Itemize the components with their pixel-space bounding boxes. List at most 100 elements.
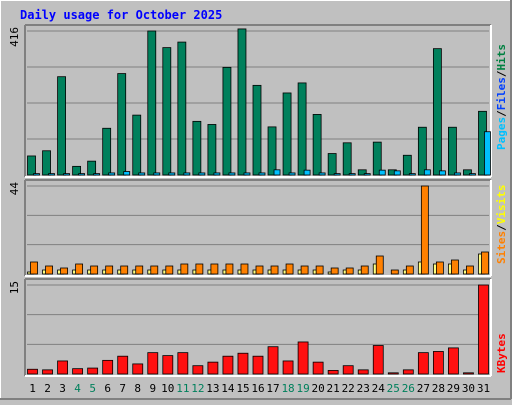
bar-sites-day-3 bbox=[60, 267, 68, 275]
bar-pages-day-17 bbox=[273, 169, 281, 176]
bar-hits-day-21 bbox=[327, 153, 337, 176]
x-tick-label: 29 bbox=[447, 382, 460, 395]
bar-kbytes-day-1 bbox=[27, 368, 38, 375]
bar-sites-day-12 bbox=[195, 263, 204, 275]
bar-hits-day-30 bbox=[463, 169, 472, 176]
bar-sites-day-1 bbox=[30, 261, 38, 275]
legend: Pages/Files/Hits bbox=[495, 44, 508, 150]
x-tick-label: 5 bbox=[89, 382, 96, 395]
bar-kbytes-day-24 bbox=[372, 345, 384, 375]
bar-pages-day-31 bbox=[484, 131, 491, 176]
x-tick-label: 6 bbox=[104, 382, 111, 395]
bar-hits-day-5 bbox=[87, 160, 97, 176]
plot-area bbox=[25, 180, 491, 276]
bar-sites-day-25 bbox=[390, 269, 399, 275]
bar-pages-day-25 bbox=[393, 170, 401, 176]
bar-hits-day-16 bbox=[252, 84, 262, 176]
bar-kbytes-day-16 bbox=[252, 355, 264, 375]
bar-sites-day-31 bbox=[481, 251, 489, 275]
bar-pages-day-3 bbox=[63, 173, 70, 176]
bar-kbytes-day-21 bbox=[327, 370, 339, 375]
bar-pages-day-24 bbox=[378, 169, 386, 176]
bar-hits-day-29 bbox=[448, 126, 457, 176]
legend-separator: / bbox=[495, 70, 508, 77]
bar-kbytes-day-6 bbox=[102, 359, 114, 375]
bar-pages-day-1 bbox=[33, 173, 40, 176]
legend-entry: Pages bbox=[495, 117, 508, 150]
bar-sites-day-9 bbox=[150, 265, 159, 275]
bar-sites-day-17 bbox=[270, 265, 279, 275]
x-tick-label: 15 bbox=[236, 382, 249, 395]
bar-pages-day-12 bbox=[198, 172, 206, 176]
bar-hits-day-27 bbox=[417, 126, 427, 176]
bar-kbytes-day-12 bbox=[192, 365, 204, 375]
bar-pages-day-7 bbox=[123, 171, 131, 176]
bar-kbytes-day-30 bbox=[463, 372, 474, 375]
bar-kbytes-day-2 bbox=[42, 369, 53, 375]
bar-kbytes-day-31 bbox=[478, 284, 489, 375]
bar-kbytes-day-26 bbox=[402, 369, 414, 375]
bar-sites-day-15 bbox=[240, 263, 249, 275]
x-tick-label: 27 bbox=[417, 382, 430, 395]
bar-hits-day-26 bbox=[402, 154, 412, 176]
bar-kbytes-day-11 bbox=[177, 352, 189, 375]
bar-kbytes-day-14 bbox=[222, 355, 234, 375]
bar-pages-day-21 bbox=[333, 173, 341, 176]
legend: KBytes bbox=[495, 333, 508, 373]
x-tick-label: 11 bbox=[176, 382, 189, 395]
panel-visits_sites: 44 Sites/Visits bbox=[8, 179, 508, 277]
y-max-label: 15 bbox=[8, 281, 21, 294]
bar-hits-day-13 bbox=[207, 124, 217, 176]
bar-pages-day-18 bbox=[288, 172, 296, 176]
bar-kbytes-day-10 bbox=[162, 355, 174, 375]
bar-hits-day-6 bbox=[102, 127, 112, 176]
bar-pages-day-14 bbox=[228, 172, 236, 176]
bar-sites-day-10 bbox=[165, 265, 174, 275]
bar-sites-day-13 bbox=[210, 263, 219, 275]
bar-hits-day-2 bbox=[42, 150, 51, 176]
bar-kbytes-day-4 bbox=[72, 368, 84, 375]
bar-kbytes-day-17 bbox=[267, 346, 279, 375]
bar-hits-day-1 bbox=[27, 155, 36, 176]
bar-sites-day-16 bbox=[255, 265, 264, 275]
bar-hits-day-3 bbox=[57, 76, 66, 176]
x-tick-label: 17 bbox=[266, 382, 279, 395]
y-max-label: 44 bbox=[8, 182, 21, 196]
x-tick-label: 4 bbox=[74, 382, 81, 395]
bar-kbytes-day-7 bbox=[117, 355, 129, 375]
x-tick-label: 28 bbox=[432, 382, 445, 395]
x-tick-label: 20 bbox=[312, 382, 325, 395]
bar-pages-day-5 bbox=[93, 173, 101, 176]
x-tick-label: 10 bbox=[161, 382, 174, 395]
x-tick-label: 18 bbox=[281, 382, 294, 395]
bar-sites-day-8 bbox=[135, 265, 144, 275]
bar-sites-day-7 bbox=[120, 265, 129, 275]
bar-kbytes-day-8 bbox=[132, 363, 144, 375]
bar-pages-day-29 bbox=[454, 172, 461, 176]
bar-hits-day-28 bbox=[432, 48, 442, 176]
bar-sites-day-6 bbox=[105, 265, 114, 275]
bar-hits-day-20 bbox=[312, 114, 322, 176]
x-tick-label: 8 bbox=[134, 382, 141, 395]
bar-kbytes-day-22 bbox=[342, 365, 354, 375]
bar-hits-day-12 bbox=[192, 120, 202, 176]
y-max-label: 416 bbox=[8, 27, 21, 47]
bar-kbytes-day-5 bbox=[87, 367, 99, 375]
bar-kbytes-day-13 bbox=[207, 361, 219, 375]
bar-hits-day-19 bbox=[297, 82, 307, 176]
bar-kbytes-day-28 bbox=[432, 351, 444, 375]
x-tick-label: 23 bbox=[357, 382, 370, 395]
bar-kbytes-day-27 bbox=[417, 352, 429, 375]
bar-pages-day-16 bbox=[258, 172, 266, 176]
bar-kbytes-day-18 bbox=[282, 360, 294, 375]
bar-sites-day-24 bbox=[375, 255, 384, 275]
bar-pages-day-27 bbox=[423, 169, 431, 176]
bar-hits-day-10 bbox=[162, 47, 172, 176]
bar-pages-day-10 bbox=[168, 172, 176, 176]
bar-kbytes-day-3 bbox=[57, 360, 68, 375]
x-tick-label: 26 bbox=[402, 382, 415, 395]
bar-sites-day-4 bbox=[75, 263, 84, 275]
bar-pages-day-19 bbox=[303, 169, 311, 176]
